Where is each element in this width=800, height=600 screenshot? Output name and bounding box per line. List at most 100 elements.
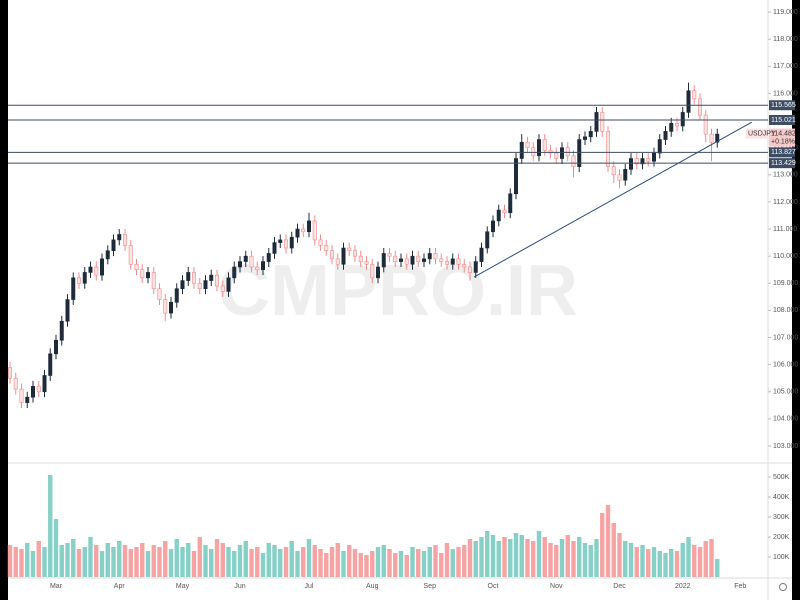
volume-bar bbox=[692, 545, 697, 577]
candle-body bbox=[479, 247, 484, 262]
y-tick-label: 117.000 bbox=[773, 63, 798, 70]
candle-body bbox=[266, 253, 271, 262]
volume-bar bbox=[209, 549, 214, 577]
volume-bar bbox=[651, 547, 657, 577]
volume-bar bbox=[7, 545, 13, 577]
volume-bar bbox=[663, 553, 668, 577]
candle-body bbox=[278, 239, 283, 243]
volume-bar bbox=[318, 549, 323, 577]
volume-bar bbox=[278, 549, 283, 577]
candle-body bbox=[542, 139, 547, 151]
candle-body bbox=[462, 263, 467, 268]
volume-bar bbox=[594, 539, 599, 577]
y-tick-label: 103.000 bbox=[773, 443, 798, 450]
candle-body bbox=[697, 98, 702, 116]
volume-bar bbox=[99, 551, 105, 577]
symbol: USDJPY bbox=[748, 130, 776, 137]
volume-bar bbox=[145, 551, 151, 577]
volume-bar bbox=[502, 537, 507, 577]
candle-body bbox=[324, 245, 329, 252]
candle-body bbox=[427, 253, 432, 260]
volume-bar bbox=[174, 539, 179, 577]
candle-body bbox=[439, 258, 444, 262]
candle-body bbox=[703, 114, 708, 135]
candle-body bbox=[393, 255, 398, 262]
settings-icon[interactable] bbox=[779, 583, 787, 591]
x-tick-label: Nov bbox=[550, 583, 563, 590]
candle-body bbox=[502, 209, 507, 214]
volume-bar bbox=[140, 543, 145, 577]
candle-body bbox=[508, 193, 513, 214]
candle-body bbox=[77, 277, 82, 284]
volume-bar bbox=[617, 533, 622, 577]
candle-body bbox=[289, 236, 294, 249]
candle-body bbox=[283, 239, 288, 249]
candle-body bbox=[295, 228, 300, 238]
candle-body bbox=[157, 288, 162, 300]
volume-bar bbox=[197, 537, 202, 577]
candle-body bbox=[249, 255, 254, 268]
candle-body bbox=[151, 272, 156, 289]
volume-bar bbox=[588, 545, 593, 577]
volume-bar bbox=[554, 545, 559, 577]
candle-body bbox=[105, 250, 110, 260]
volume-bar bbox=[444, 543, 450, 577]
volume-bar bbox=[462, 545, 467, 577]
volume-bar bbox=[203, 545, 208, 577]
volume-bar bbox=[669, 549, 674, 577]
volume-bar bbox=[485, 531, 490, 577]
volume-bar bbox=[266, 543, 271, 577]
candle-body bbox=[301, 228, 306, 233]
volume-bar bbox=[13, 547, 18, 577]
volume-bar bbox=[341, 551, 346, 577]
volume-bar bbox=[237, 545, 243, 577]
candle-body bbox=[450, 258, 455, 265]
candle-body bbox=[692, 90, 697, 100]
volume-bar bbox=[283, 547, 289, 577]
candle-body bbox=[272, 242, 277, 254]
volume-bar bbox=[467, 539, 473, 577]
volume-bar bbox=[232, 551, 237, 577]
volume-bar bbox=[427, 547, 432, 577]
volume-bar bbox=[623, 541, 628, 577]
x-tick-label: Mar bbox=[50, 583, 63, 590]
candle-body bbox=[565, 147, 570, 157]
candle-body bbox=[65, 299, 70, 322]
candle-body bbox=[352, 250, 357, 257]
volume-bar bbox=[151, 545, 156, 577]
level-label: 113.429 bbox=[771, 160, 796, 167]
y-tick-label: 112.000 bbox=[773, 199, 798, 206]
candle-body bbox=[588, 131, 593, 138]
candle-body bbox=[496, 209, 501, 222]
volume-bar bbox=[128, 549, 133, 577]
volume-bar bbox=[680, 543, 685, 577]
candle-body bbox=[490, 220, 495, 233]
candle-body bbox=[347, 247, 352, 252]
volume-bar bbox=[134, 547, 139, 577]
y-tick-label: 106.000 bbox=[773, 361, 798, 368]
level-label: 113.827 bbox=[771, 149, 796, 156]
x-tick-label: Jun bbox=[234, 583, 245, 590]
volume-bar bbox=[295, 551, 300, 577]
candle-body bbox=[358, 255, 363, 262]
volume-bar bbox=[490, 535, 496, 577]
candle-body bbox=[13, 377, 18, 390]
candle-body bbox=[111, 239, 116, 252]
volume-bar bbox=[191, 551, 197, 577]
volume-bar bbox=[214, 539, 220, 577]
price-tag bbox=[769, 128, 795, 147]
candle-body bbox=[456, 258, 461, 265]
chart-background bbox=[8, 0, 792, 600]
candle-body bbox=[410, 255, 415, 265]
y-tick-label: 109.000 bbox=[773, 280, 798, 287]
level-label: 115.565 bbox=[771, 102, 796, 109]
volume-bar bbox=[381, 545, 386, 577]
candle-body bbox=[19, 388, 24, 403]
volume-bar bbox=[76, 549, 82, 577]
candle-body bbox=[174, 288, 179, 303]
x-tick-label: Apr bbox=[114, 583, 126, 590]
candle-body bbox=[513, 158, 518, 195]
volume-bar bbox=[657, 551, 662, 577]
candle-body bbox=[623, 169, 628, 181]
